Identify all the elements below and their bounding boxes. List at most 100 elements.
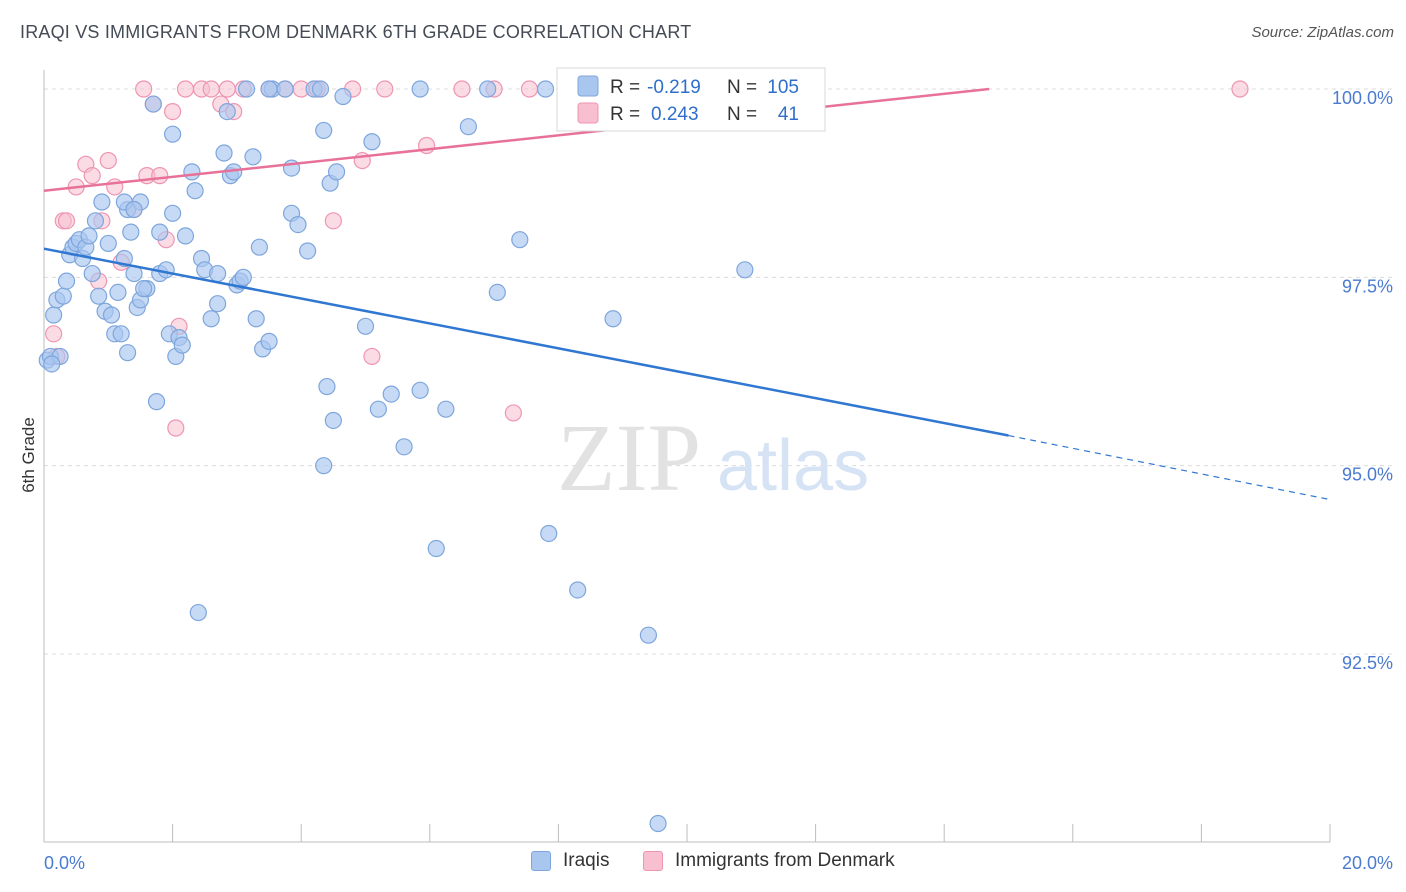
iraqi-point bbox=[189, 603, 207, 622]
iraqi-point bbox=[157, 261, 175, 279]
iraqi-point bbox=[112, 325, 130, 343]
denmark-point bbox=[99, 151, 117, 170]
iraqi-point bbox=[427, 539, 445, 558]
iraqi-point bbox=[324, 411, 342, 430]
source-label: Source: ZipAtlas.com bbox=[1251, 24, 1394, 41]
denmark-point bbox=[376, 80, 394, 98]
iraqi-point bbox=[125, 200, 143, 219]
denmark-point bbox=[57, 212, 76, 230]
iraqi-point bbox=[86, 212, 105, 230]
iraqi-point bbox=[237, 80, 256, 98]
iraqi-point bbox=[315, 121, 333, 140]
iraqi-point bbox=[144, 95, 162, 113]
iraqi-point bbox=[334, 87, 352, 106]
denmark-point bbox=[164, 102, 182, 121]
iraqi-point bbox=[135, 280, 153, 298]
legend-swatch-denmark bbox=[643, 851, 663, 871]
iraqi-point bbox=[639, 626, 658, 644]
iraqi-point bbox=[209, 264, 227, 283]
legend-r-label: R = bbox=[610, 104, 640, 125]
iraqi-point bbox=[299, 242, 317, 260]
grid-lines bbox=[44, 88, 1393, 655]
iraqi-trend-line bbox=[43, 247, 1009, 437]
iraqi-point bbox=[736, 261, 754, 279]
iraqi-point bbox=[260, 80, 278, 98]
axes bbox=[43, 70, 1331, 843]
denmark-point bbox=[520, 80, 539, 98]
legend-swatch-blue bbox=[577, 75, 599, 97]
iraqi-point bbox=[215, 144, 233, 162]
denmark-trend-line bbox=[43, 87, 990, 192]
iraqi-point bbox=[93, 193, 111, 211]
iraqi-point bbox=[164, 204, 182, 222]
legend-n-value: 41 bbox=[778, 104, 799, 125]
denmark-point bbox=[324, 212, 342, 230]
iraqi-point bbox=[260, 332, 278, 350]
legend-item-denmark: Immigrants from Denmark bbox=[643, 850, 895, 872]
iraqi-point bbox=[102, 306, 121, 324]
y-tick-labels: 92.5% 95.0% 97.5% 100.0% bbox=[1332, 88, 1393, 673]
iraqi-point bbox=[176, 227, 195, 245]
watermark-zip: ZIP bbox=[557, 404, 701, 511]
iraqi-point bbox=[411, 80, 429, 98]
denmark-point bbox=[1231, 80, 1249, 98]
iraqi-point bbox=[109, 283, 127, 301]
iraqi-point bbox=[80, 227, 98, 245]
legend-swatch-iraqis bbox=[531, 851, 551, 871]
iraqi-point bbox=[318, 377, 336, 396]
denmark-point bbox=[218, 80, 236, 98]
iraqi-point bbox=[411, 381, 429, 399]
iraqi-point bbox=[118, 344, 137, 362]
iraqi-point bbox=[649, 814, 667, 833]
iraqi-point bbox=[209, 295, 227, 313]
x-tick-label-max: 20.0% bbox=[1342, 853, 1393, 873]
series-legend: Iraqis Immigrants from Denmark bbox=[0, 850, 1406, 878]
iraqi-point bbox=[99, 234, 117, 253]
iraqi-point bbox=[479, 80, 497, 98]
iraqi-point bbox=[234, 268, 252, 286]
iraqi-trend-extension bbox=[1008, 434, 1331, 501]
iraqi-point bbox=[311, 80, 330, 98]
iraqi-point bbox=[54, 287, 72, 305]
denmark-point bbox=[45, 325, 63, 343]
iraqi-point bbox=[57, 272, 76, 290]
legend-n-label: N = bbox=[727, 77, 757, 98]
iraqi-point bbox=[488, 283, 506, 301]
y-tick-label: 92.5% bbox=[1342, 653, 1393, 673]
x-tick-label-min: 0.0% bbox=[44, 853, 85, 873]
iraqi-point bbox=[511, 231, 529, 249]
legend-label-denmark: Immigrants from Denmark bbox=[675, 850, 895, 871]
iraqi-point bbox=[540, 524, 558, 543]
chart-title: IRAQI VS IMMIGRANTS FROM DENMARK 6TH GRA… bbox=[20, 22, 692, 42]
iraqi-point bbox=[363, 133, 381, 151]
denmark-point bbox=[83, 167, 101, 185]
iraqi-point bbox=[536, 80, 555, 98]
denmark-point bbox=[135, 80, 153, 98]
legend-label-iraqis: Iraqis bbox=[563, 850, 610, 871]
trend-lines bbox=[43, 87, 1331, 501]
iraqi-point bbox=[151, 223, 169, 241]
iraqi-point bbox=[250, 238, 269, 256]
iraqi-point bbox=[315, 457, 333, 475]
y-tick-label: 95.0% bbox=[1342, 465, 1393, 485]
iraqi-point bbox=[382, 385, 400, 403]
y-axis-label: 6th Grade bbox=[19, 417, 38, 493]
iraqi-point bbox=[276, 80, 294, 98]
iraqi-point bbox=[604, 310, 622, 328]
iraqi-point bbox=[244, 148, 262, 166]
watermark-atlas: atlas bbox=[717, 426, 869, 506]
denmark-point bbox=[167, 419, 185, 437]
iraqi-point bbox=[147, 393, 166, 411]
y-tick-label: 97.5% bbox=[1342, 276, 1393, 296]
iraqi-point bbox=[43, 355, 61, 373]
denmark-point bbox=[363, 347, 381, 366]
stats-legend: R = -0.219 N = 105 R = 0.243 N = 41 bbox=[556, 67, 826, 132]
iraqi-point bbox=[369, 400, 387, 418]
iraqi-point bbox=[218, 102, 236, 121]
iraqi-point bbox=[356, 317, 375, 335]
iraqi-point bbox=[289, 216, 307, 234]
watermark: ZIP atlas bbox=[557, 404, 869, 511]
legend-r-value: -0.219 bbox=[647, 77, 701, 98]
legend-n-label: N = bbox=[727, 104, 757, 125]
